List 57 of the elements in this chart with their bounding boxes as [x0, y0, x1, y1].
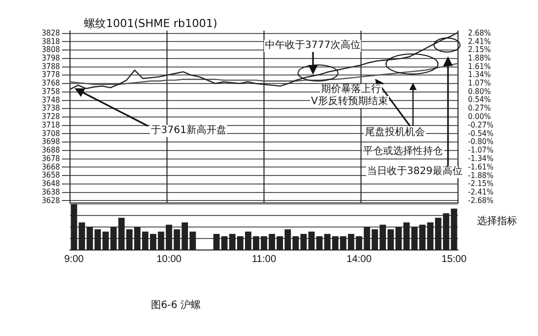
annotation: 中午收于3777次高位	[264, 40, 362, 52]
y-tick-label: 3728	[42, 112, 60, 122]
y-tick-label: 3788	[42, 62, 60, 71]
annotation: 当日收于3829最高位	[366, 166, 464, 178]
y2-tick-label: 0.80%	[468, 87, 492, 96]
y2-tick-label: -1.34%	[468, 154, 494, 163]
y2-tick-label: 1.07%	[468, 78, 492, 88]
annotation: 平仓或选择性持仓	[362, 146, 444, 158]
annotation: 期价暴落上行	[320, 84, 382, 96]
y-tick-label: 3688	[42, 146, 60, 155]
y2-tick-label: -2.68%	[468, 196, 494, 205]
y2-tick-label: 2.41%	[468, 36, 492, 46]
x-tick-label: 9:00	[64, 254, 84, 265]
x-tick-label: 14:00	[346, 254, 372, 265]
annotation: 尾盘投机机会	[364, 127, 426, 139]
y-tick-label: 3648	[42, 179, 60, 188]
y-tick-label: 3738	[42, 104, 60, 113]
y2-tick-label: -0.80%	[468, 137, 494, 146]
y2-tick-label: -0.27%	[468, 120, 494, 130]
caption: 图6-6 沪螺	[150, 300, 202, 312]
y-tick-label: 3698	[42, 137, 60, 146]
annotation: 于3761新高开盘	[150, 125, 228, 137]
y2-tick-label: -1.88%	[468, 170, 494, 180]
y-tick-label: 3638	[42, 187, 60, 196]
y-tick-label: 3808	[42, 45, 60, 54]
y-tick-label: 3678	[42, 154, 60, 163]
y-tick-label: 3628	[42, 196, 60, 205]
y-tick-label: 3818	[42, 36, 60, 46]
y2-tick-label: 2.15%	[468, 44, 492, 54]
chart-title: 螺纹1001(SHME rb1001)	[84, 16, 218, 31]
y-tick-label: 3798	[42, 53, 60, 62]
y2-tick-label: 1.61%	[468, 62, 492, 71]
x-tick-label: 10:00	[156, 254, 182, 265]
y2-tick-label: 0.27%	[468, 104, 492, 113]
y2-tick-label: -2.41%	[468, 187, 494, 196]
y2-tick-label: 1.34%	[468, 70, 492, 80]
y-tick-label: 3758	[42, 86, 60, 96]
y2-tick-label: -1.07%	[468, 145, 494, 154]
text: 选择指标	[476, 216, 518, 228]
x-tick-label: 11:00	[252, 254, 277, 265]
x-tick-label: 15:00	[442, 254, 467, 265]
y-tick-label: 3668	[42, 162, 60, 172]
y2-tick-label: -0.54%	[468, 128, 494, 138]
y-tick-label: 3778	[42, 70, 60, 80]
y2-tick-label: 1.88%	[468, 53, 492, 62]
y2-tick-label: 2.68%	[468, 28, 492, 38]
y2-tick-label: -1.61%	[468, 162, 494, 172]
y-tick-label: 3768	[42, 78, 60, 88]
y2-tick-label: -2.15%	[468, 179, 494, 188]
y-tick-label: 3708	[42, 128, 60, 138]
y2-tick-label: 0.00%	[468, 112, 492, 122]
y-tick-label: 3718	[42, 120, 60, 130]
y-tick-label: 3748	[42, 95, 60, 104]
y2-tick-label: 0.54%	[468, 95, 492, 104]
y-tick-label: 3828	[42, 28, 60, 38]
annotation: V形反转预期结束	[310, 96, 389, 108]
y-tick-label: 3658	[42, 170, 60, 180]
